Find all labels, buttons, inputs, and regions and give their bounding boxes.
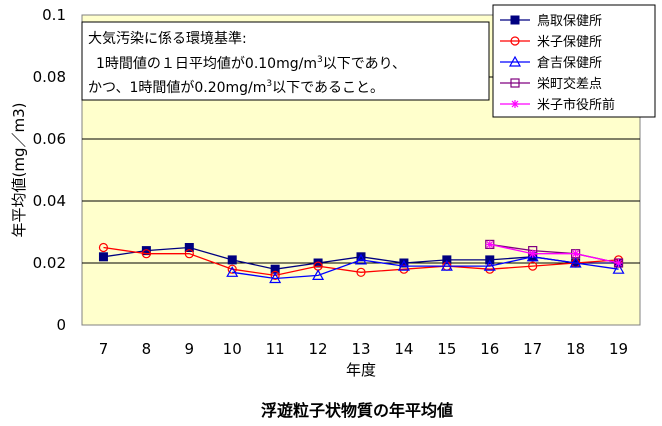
data-point	[571, 249, 580, 258]
y-tick-label: 0.04	[33, 192, 66, 210]
note-line-3: かつ、1時間値が0.20mg/m3以下であること。	[88, 79, 384, 96]
x-tick-label: 12	[309, 340, 328, 358]
data-point	[98, 252, 108, 262]
data-point	[141, 249, 151, 259]
y-axis-title: 年平均値(mg／m3)	[10, 103, 28, 238]
data-point	[440, 259, 453, 271]
series-line	[232, 256, 619, 280]
legend-marker	[511, 100, 519, 108]
x-tick-label: 17	[523, 340, 542, 358]
legend-label: 米子保健所	[537, 35, 602, 50]
x-tick-label: 8	[142, 340, 152, 358]
data-point	[483, 259, 496, 271]
series-line	[103, 246, 619, 277]
x-tick-label: 7	[99, 340, 109, 358]
data-point	[227, 264, 237, 274]
data-point	[612, 262, 625, 274]
data-point	[227, 255, 237, 265]
chart-title: 浮遊粒子状物質の年平均値	[261, 401, 453, 420]
data-point	[98, 242, 109, 253]
x-tick-label: 11	[266, 340, 285, 358]
legend-marker	[510, 36, 520, 46]
data-point	[397, 259, 410, 271]
y-tick-label: 0.02	[33, 254, 66, 272]
x-tick-label: 16	[480, 340, 499, 358]
data-point	[313, 258, 323, 268]
y-tick-label: 0.08	[33, 68, 66, 86]
x-tick-labels: 7 8 9 10 11 12 13 14 15 16 17 18 19	[99, 340, 628, 358]
data-point	[528, 249, 537, 258]
data-point	[569, 256, 582, 268]
y-tick-label: 0	[56, 316, 66, 334]
legend-label: 米子市役所前	[537, 97, 615, 113]
data-point	[141, 246, 151, 256]
series-5	[485, 240, 623, 267]
legend-label: 栄町交差点	[537, 76, 602, 92]
data-point	[485, 240, 494, 249]
series-line	[489, 243, 619, 264]
data-point	[226, 266, 239, 277]
data-point	[184, 243, 194, 252]
data-point	[312, 269, 325, 280]
x-tick-label: 19	[609, 340, 628, 358]
legend-label: 倉吉保健所	[537, 56, 602, 71]
x-tick-label: 13	[351, 340, 370, 358]
y-tick-label: 0.06	[33, 130, 66, 148]
series-layer	[98, 239, 625, 284]
data-point	[354, 253, 368, 265]
data-point	[528, 261, 538, 271]
x-tick-label: 18	[566, 340, 585, 358]
x-tick-label: 15	[437, 340, 456, 358]
y-tick-label: 0.1	[42, 6, 66, 24]
x-tick-label: 9	[185, 340, 195, 358]
data-point	[356, 252, 366, 262]
data-point	[356, 267, 366, 277]
data-point	[184, 249, 194, 259]
data-point	[614, 259, 623, 267]
note-line-2: 1時間値の１日平均値が0.10mg/m3以下であり、	[96, 55, 406, 72]
data-point	[270, 270, 280, 280]
x-tick-label: 10	[223, 340, 242, 358]
x-tick-label: 14	[394, 340, 413, 358]
standard-note-box: 大気汚染に係る環境基準: 1時間値の１日平均値が0.10mg/m3以下であり、 …	[81, 21, 490, 101]
x-axis-title: 年度	[346, 361, 376, 379]
data-point	[399, 258, 409, 268]
legend-marker	[510, 15, 520, 25]
legend-marker	[508, 55, 522, 67]
note-line-1: 大気汚染に係る環境基準:	[88, 30, 247, 47]
legend-marker	[510, 78, 520, 88]
series-3	[226, 250, 625, 284]
y-tick-labels: 0 0.02 0.04 0.06 0.08 0.1	[33, 6, 66, 334]
data-point	[269, 272, 282, 284]
legend-label: 鳥取保健所	[537, 14, 602, 29]
